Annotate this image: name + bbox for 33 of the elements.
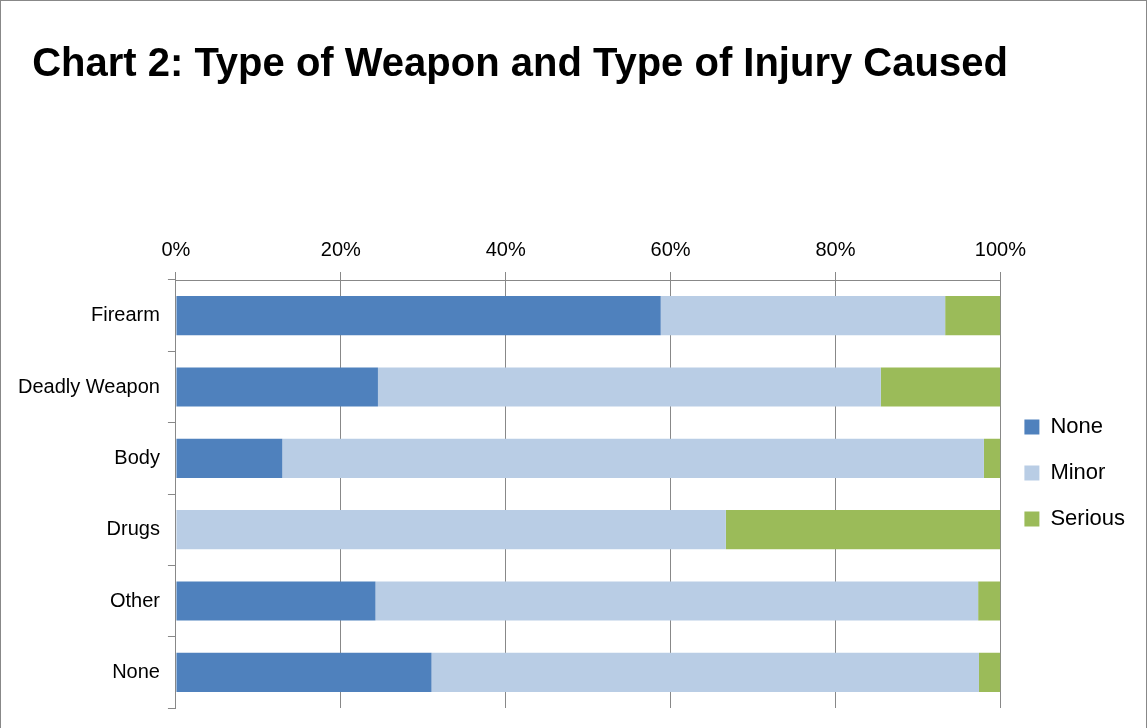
bar bbox=[978, 581, 1001, 621]
y-tick-label: Firearm bbox=[91, 303, 160, 326]
bar bbox=[375, 581, 979, 621]
bar bbox=[176, 510, 726, 550]
bar bbox=[431, 652, 979, 692]
bar bbox=[983, 438, 1001, 478]
x-tick-label: 40% bbox=[485, 237, 526, 260]
bar bbox=[176, 438, 283, 478]
bar bbox=[282, 438, 984, 478]
y-tick-label: Deadly Weapon bbox=[17, 374, 160, 397]
bar bbox=[880, 367, 1001, 407]
bar bbox=[978, 652, 1001, 692]
bar bbox=[176, 581, 376, 621]
y-tick-label: Body bbox=[114, 445, 160, 468]
chart-title: Chart 2: Type of Weapon and Type of Injury Caused bbox=[31, 39, 1009, 86]
x-tick-label: 60% bbox=[650, 237, 691, 260]
bar bbox=[176, 652, 432, 692]
bar bbox=[660, 296, 946, 336]
legend-label: Serious bbox=[1050, 505, 1125, 531]
x-tick-label: 0% bbox=[161, 237, 191, 260]
y-tick-label: Other bbox=[109, 588, 161, 611]
x-tick-label: 100% bbox=[974, 237, 1027, 260]
legend-label: Minor bbox=[1050, 459, 1106, 485]
y-tick-label: None bbox=[112, 659, 160, 682]
bar bbox=[725, 510, 1001, 550]
bar bbox=[377, 367, 881, 407]
legend-label: None bbox=[1050, 413, 1103, 439]
bar bbox=[176, 296, 661, 336]
bar bbox=[176, 367, 378, 407]
y-tick-label: Drugs bbox=[106, 517, 160, 540]
x-tick-label: 20% bbox=[320, 237, 362, 260]
bar bbox=[945, 296, 1001, 336]
x-tick-label: 80% bbox=[815, 237, 856, 260]
